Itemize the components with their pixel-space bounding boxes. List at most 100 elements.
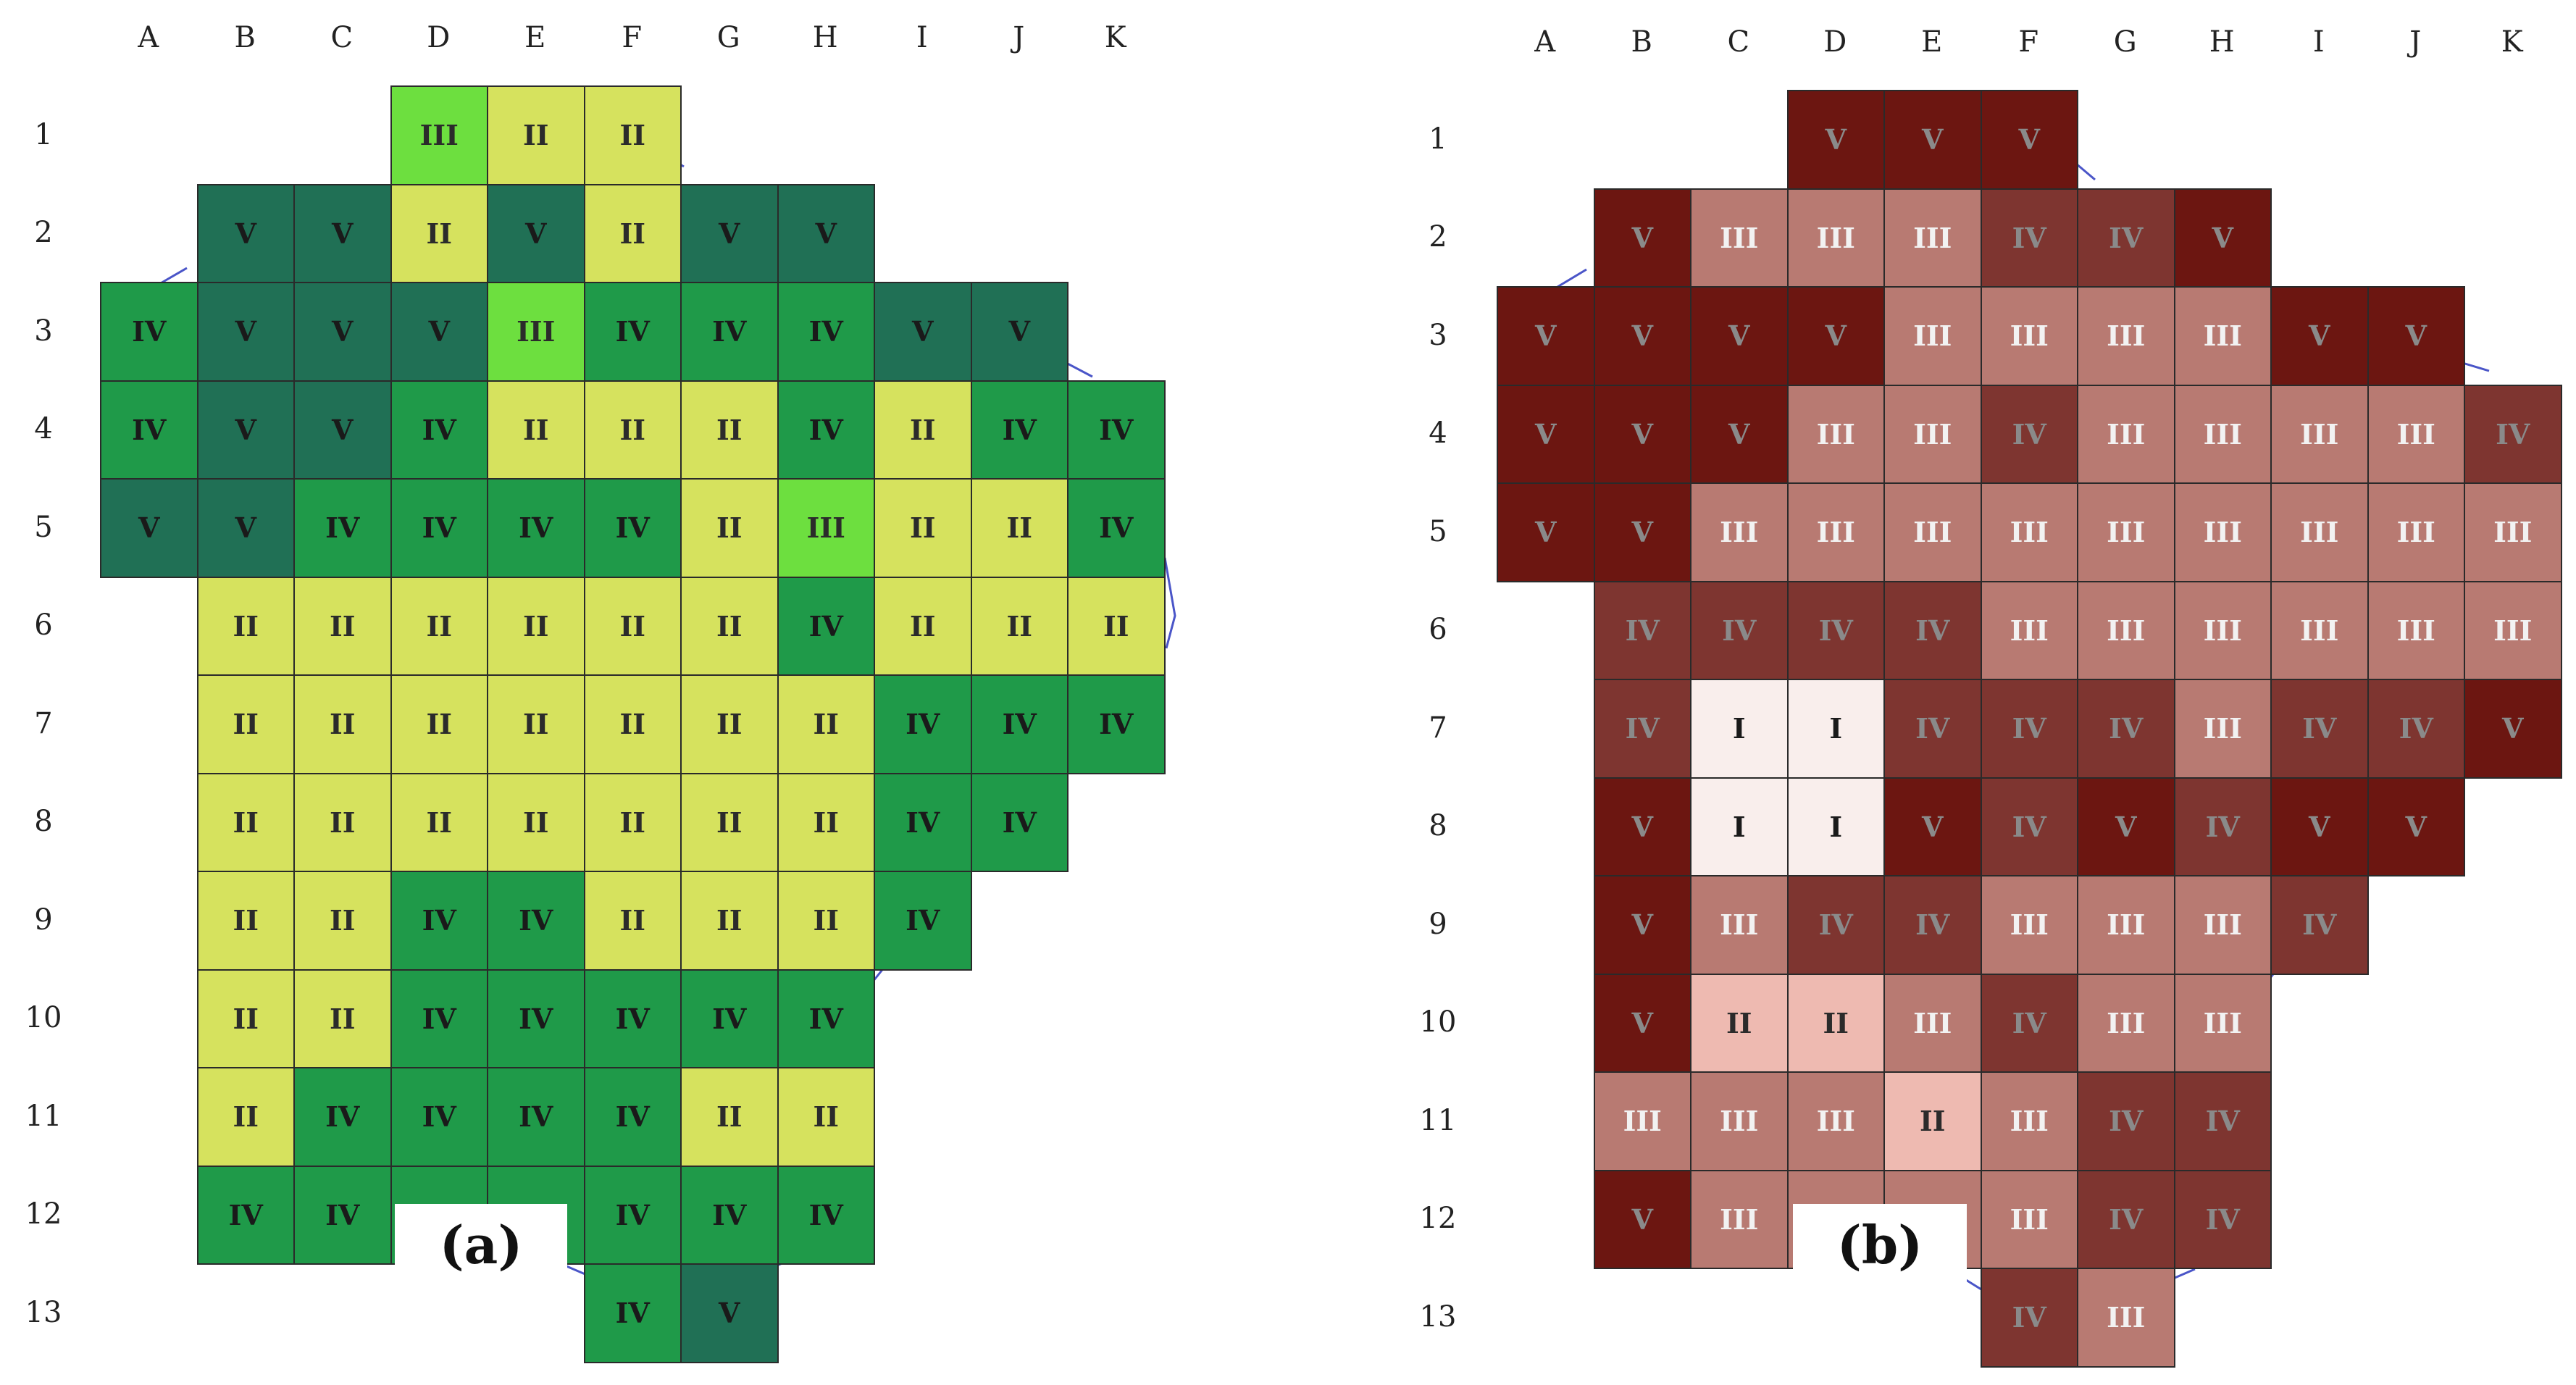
grid-cell-b9: V [1593, 875, 1691, 975]
grid-cell-h12: IV [2173, 1169, 2272, 1269]
row-label-6: 6 [34, 608, 53, 643]
grid-cell-b11: III [1593, 1071, 1691, 1171]
row-label-7: 7 [1429, 711, 1447, 745]
grid-cell-j6: III [2367, 580, 2465, 680]
grid-cell-b8: II [196, 772, 295, 872]
grid-cell-b5: V [1593, 482, 1691, 582]
grid-cell-g6: III [2077, 580, 2175, 680]
grid-cell-h9: II [777, 871, 875, 971]
column-label-j: J [1013, 21, 1025, 54]
grid-cell-i7: IV [2270, 679, 2369, 779]
grid-cell-d4: III [1786, 384, 1885, 484]
grid-cell-c3: V [1690, 286, 1789, 386]
row-label-5: 5 [1429, 514, 1447, 548]
grid-cell-c5: IV [293, 478, 392, 578]
grid-cell-d9: IV [390, 871, 488, 971]
grid-cell-f5: III [1980, 482, 2078, 582]
column-label-f: F [622, 21, 643, 54]
grid-cell-f8: IV [1980, 777, 2078, 876]
grid-cell-d10: IV [390, 968, 488, 1068]
grid-cell-g8: V [2077, 777, 2175, 876]
grid-cell-c7: I [1690, 679, 1789, 779]
grid-cell-c6: IV [1690, 580, 1789, 680]
row-label-10: 10 [1419, 1005, 1457, 1039]
grid-cell-e9: IV [1883, 875, 1982, 975]
row-label-1: 1 [1429, 122, 1447, 156]
grid-cell-f11: III [1980, 1071, 2078, 1171]
grid-cell-e3: III [1883, 286, 1982, 386]
grid-cell-f6: III [1980, 580, 2078, 680]
grid-cell-f11: IV [583, 1067, 682, 1167]
column-label-k: K [2501, 25, 2523, 59]
grid-cell-d7: I [1786, 679, 1885, 779]
grid-cell-j3: V [2367, 286, 2465, 386]
grid-cell-c12: IV [293, 1165, 392, 1265]
grid-cell-f7: IV [1980, 679, 2078, 779]
grid-cell-g6: II [680, 576, 779, 676]
grid-cell-b10: V [1593, 973, 1691, 1073]
grid-cell-i6: II [874, 576, 972, 676]
grid-cell-h11: II [777, 1067, 875, 1167]
grid-cell-b8: V [1593, 777, 1691, 876]
grid-cell-i9: IV [874, 871, 972, 971]
grid-cell-k7: V [2464, 679, 2562, 779]
grid-cell-c11: III [1690, 1071, 1789, 1171]
grid-cell-f5: IV [583, 478, 682, 578]
grid-cell-e7: II [487, 674, 585, 774]
grid-cell-g11: IV [2077, 1071, 2175, 1171]
row-label-12: 12 [25, 1197, 62, 1231]
grid-cell-d3: V [1786, 286, 1885, 386]
grid-cell-g3: III [2077, 286, 2175, 386]
column-label-g: G [2113, 25, 2137, 59]
grid-cell-g12: IV [2077, 1169, 2175, 1269]
column-label-e: E [524, 21, 546, 54]
column-label-d: D [1823, 25, 1847, 59]
grid-cell-j8: IV [970, 772, 1069, 872]
row-label-8: 8 [34, 805, 53, 839]
grid-cell-f2: II [583, 183, 682, 283]
grid-cell-f10: IV [1980, 973, 2078, 1073]
column-label-b: B [1631, 25, 1652, 59]
grid-cell-k4: IV [2464, 384, 2562, 484]
grid-cell-f1: V [1980, 90, 2078, 190]
row-label-5: 5 [34, 510, 53, 544]
row-label-13: 13 [1419, 1300, 1457, 1334]
row-label-1: 1 [34, 117, 53, 151]
column-label-h: H [812, 21, 838, 54]
grid-cell-h5: III [2173, 482, 2272, 582]
grid-cell-j7: IV [970, 674, 1069, 774]
grid-cell-c9: II [293, 871, 392, 971]
grid-cell-f13: IV [1980, 1268, 2078, 1368]
grid-cell-c9: III [1690, 875, 1789, 975]
grid-cell-d10: II [1786, 973, 1885, 1073]
grid-cell-g7: IV [2077, 679, 2175, 779]
grid-cell-d6: II [390, 576, 488, 676]
grid-cell-c5: III [1690, 482, 1789, 582]
grid-cell-f8: II [583, 772, 682, 872]
grid-cell-a5: V [1497, 482, 1595, 582]
grid-cell-d8: II [390, 772, 488, 872]
grid-cell-d9: IV [1786, 875, 1885, 975]
grid-cell-c10: II [1690, 973, 1789, 1073]
column-label-j: J [2409, 25, 2422, 59]
grid-cell-e8: II [487, 772, 585, 872]
grid-cell-i5: III [2270, 482, 2369, 582]
grid-cell-f12: IV [583, 1165, 682, 1265]
row-label-3: 3 [1429, 318, 1447, 352]
grid-cell-d6: IV [1786, 580, 1885, 680]
grid-cell-c11: IV [293, 1067, 392, 1167]
grid-cell-h7: III [2173, 679, 2272, 779]
row-label-6: 6 [1429, 613, 1447, 647]
grid-cell-b5: V [196, 478, 295, 578]
grid-cell-c2: III [1690, 188, 1789, 288]
grid-cell-b4: V [196, 380, 295, 480]
grid-cell-f6: II [583, 576, 682, 676]
grid-cell-d5: III [1786, 482, 1885, 582]
grid-cell-b3: V [196, 282, 295, 382]
grid-cell-e11: IV [487, 1067, 585, 1167]
row-label-11: 11 [25, 1099, 62, 1133]
panel-a-label: (a) [395, 1204, 567, 1285]
panel-b-label: (b) [1793, 1204, 1967, 1285]
grid-cell-f3: III [1980, 286, 2078, 386]
